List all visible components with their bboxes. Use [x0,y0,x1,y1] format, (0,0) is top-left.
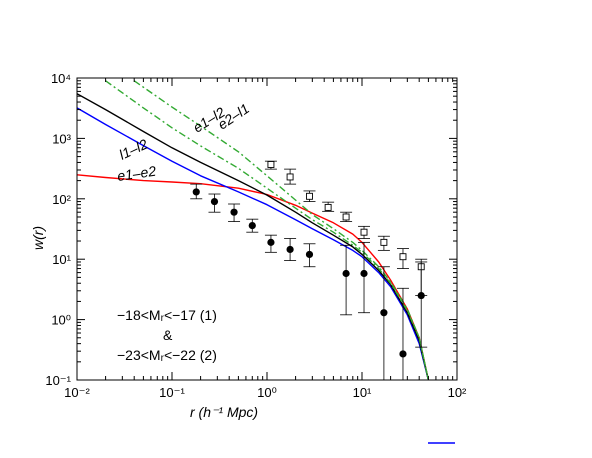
y-tick-label: 10⁰ [51,313,71,328]
open-square-point [324,203,332,211]
y-axis-label: w(r) [30,226,46,250]
points-group [190,160,428,380]
filled-circle-point [417,291,425,300]
series-line-4 [133,80,430,380]
y-tick-label: 10² [52,192,71,207]
series-line-2 [77,93,430,380]
open-square-point [267,161,275,168]
x-tick-label: 10¹ [353,385,372,400]
filled-circle-point [286,245,294,254]
annotation-line2: & [163,327,173,343]
filled-circle-point [267,238,275,246]
x-tick-label: 10² [448,385,467,400]
plot-frame [76,77,458,381]
annotation-line3: −23<Mᵣ<−22 (2) [117,347,217,363]
open-square-point [306,192,313,200]
filled-circle-point [360,269,368,278]
x-tick-label: 10⁻² [64,385,90,400]
annotation-line1: −18<Mᵣ<−17 (1) [117,307,217,323]
filled-circle-point [192,188,200,196]
y-tick-label: 10⁴ [51,71,71,86]
x-axis-label: r (h⁻¹ Mpc) [190,404,258,420]
open-square-point [342,213,350,221]
curves-group [77,80,430,380]
filled-circle-point [380,309,388,317]
curve-label-e1-e2: e1–e2 [116,163,157,184]
open-square-point [399,253,407,261]
filled-circle-point [342,269,350,278]
curve-label-l1-l2: l1–l2 [117,136,151,163]
y-tick-label: 10⁻¹ [45,373,71,388]
filled-circle-point [399,350,407,358]
open-square-point [360,228,368,236]
filled-circle-point [248,221,256,230]
filled-circle-point [210,197,219,206]
series-line-3 [105,80,430,380]
open-square-point [286,173,294,181]
series-line-1 [77,107,430,380]
x-tick-label: 10⁰ [257,385,277,400]
y-tick-label: 10³ [52,131,71,146]
filled-circle-point [230,208,238,216]
ticks-group [76,77,458,381]
open-square-point [380,238,388,246]
x-tick-label: 10⁻¹ [159,385,185,400]
y-tick-label: 10¹ [52,252,71,267]
filled-circle-point [305,250,314,259]
